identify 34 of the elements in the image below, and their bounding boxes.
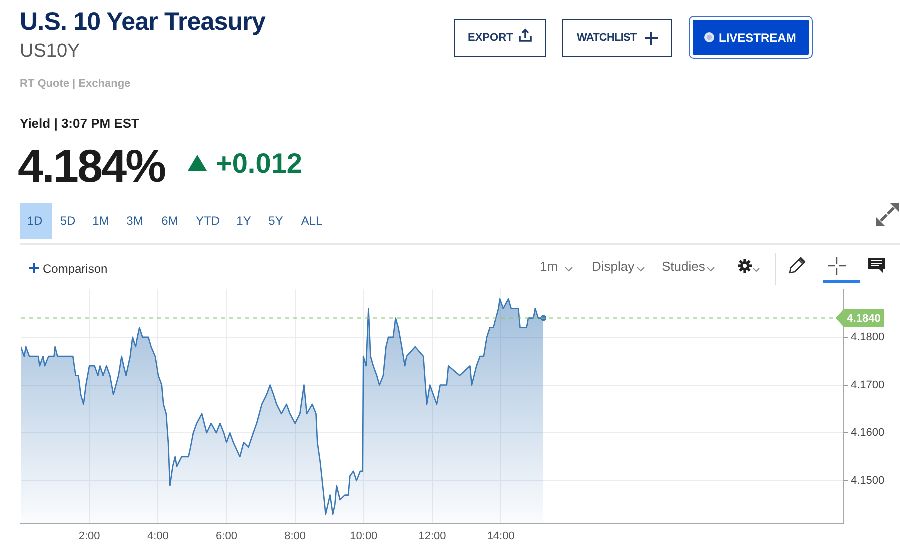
text: 1D — [26, 214, 44, 228]
text: YTD — [195, 214, 221, 228]
y-tick-label: 4.1500 — [851, 474, 885, 487]
x-tick-label: 8:00 — [284, 530, 306, 543]
text: 4.184% — [18, 140, 166, 192]
x-tick-label: 10:00 — [350, 530, 378, 543]
text: EXPORT — [468, 32, 514, 44]
text: Yield | 3:07 PM EST — [20, 116, 140, 131]
chart-title: U.S. 10 Year Treasury — [20, 8, 266, 36]
text: RT Quote | Exchange — [20, 78, 131, 90]
text: Display — [592, 259, 635, 274]
text: 1Y — [236, 214, 252, 228]
text: Studies — [662, 259, 706, 274]
text: 3M — [126, 214, 144, 228]
text: 5Y — [268, 214, 284, 228]
ref-line-label: 4.1840 — [847, 312, 881, 325]
text: 5D — [59, 214, 77, 228]
text: LIVESTREAM — [719, 31, 796, 45]
y-tick-label: 4.1800 — [851, 331, 885, 344]
text: 1m — [540, 259, 558, 274]
x-tick-label: 4:00 — [147, 530, 169, 543]
text: 1M — [92, 214, 110, 228]
text: Comparison — [43, 262, 108, 276]
text: 6M — [160, 214, 180, 228]
x-tick-label: 2:00 — [78, 530, 100, 543]
x-tick-label: 6:00 — [216, 530, 238, 543]
text: +0.012 — [216, 148, 302, 179]
y-tick-label: 4.1600 — [851, 427, 885, 440]
y-tick-label: 4.1700 — [851, 379, 885, 392]
chart-subtitle: US10Y — [20, 41, 80, 62]
x-tick-label: 14:00 — [487, 530, 515, 543]
text: WATCHLIST — [577, 32, 637, 44]
x-tick-label: 12:00 — [418, 530, 446, 543]
text: ALL — [300, 214, 324, 228]
